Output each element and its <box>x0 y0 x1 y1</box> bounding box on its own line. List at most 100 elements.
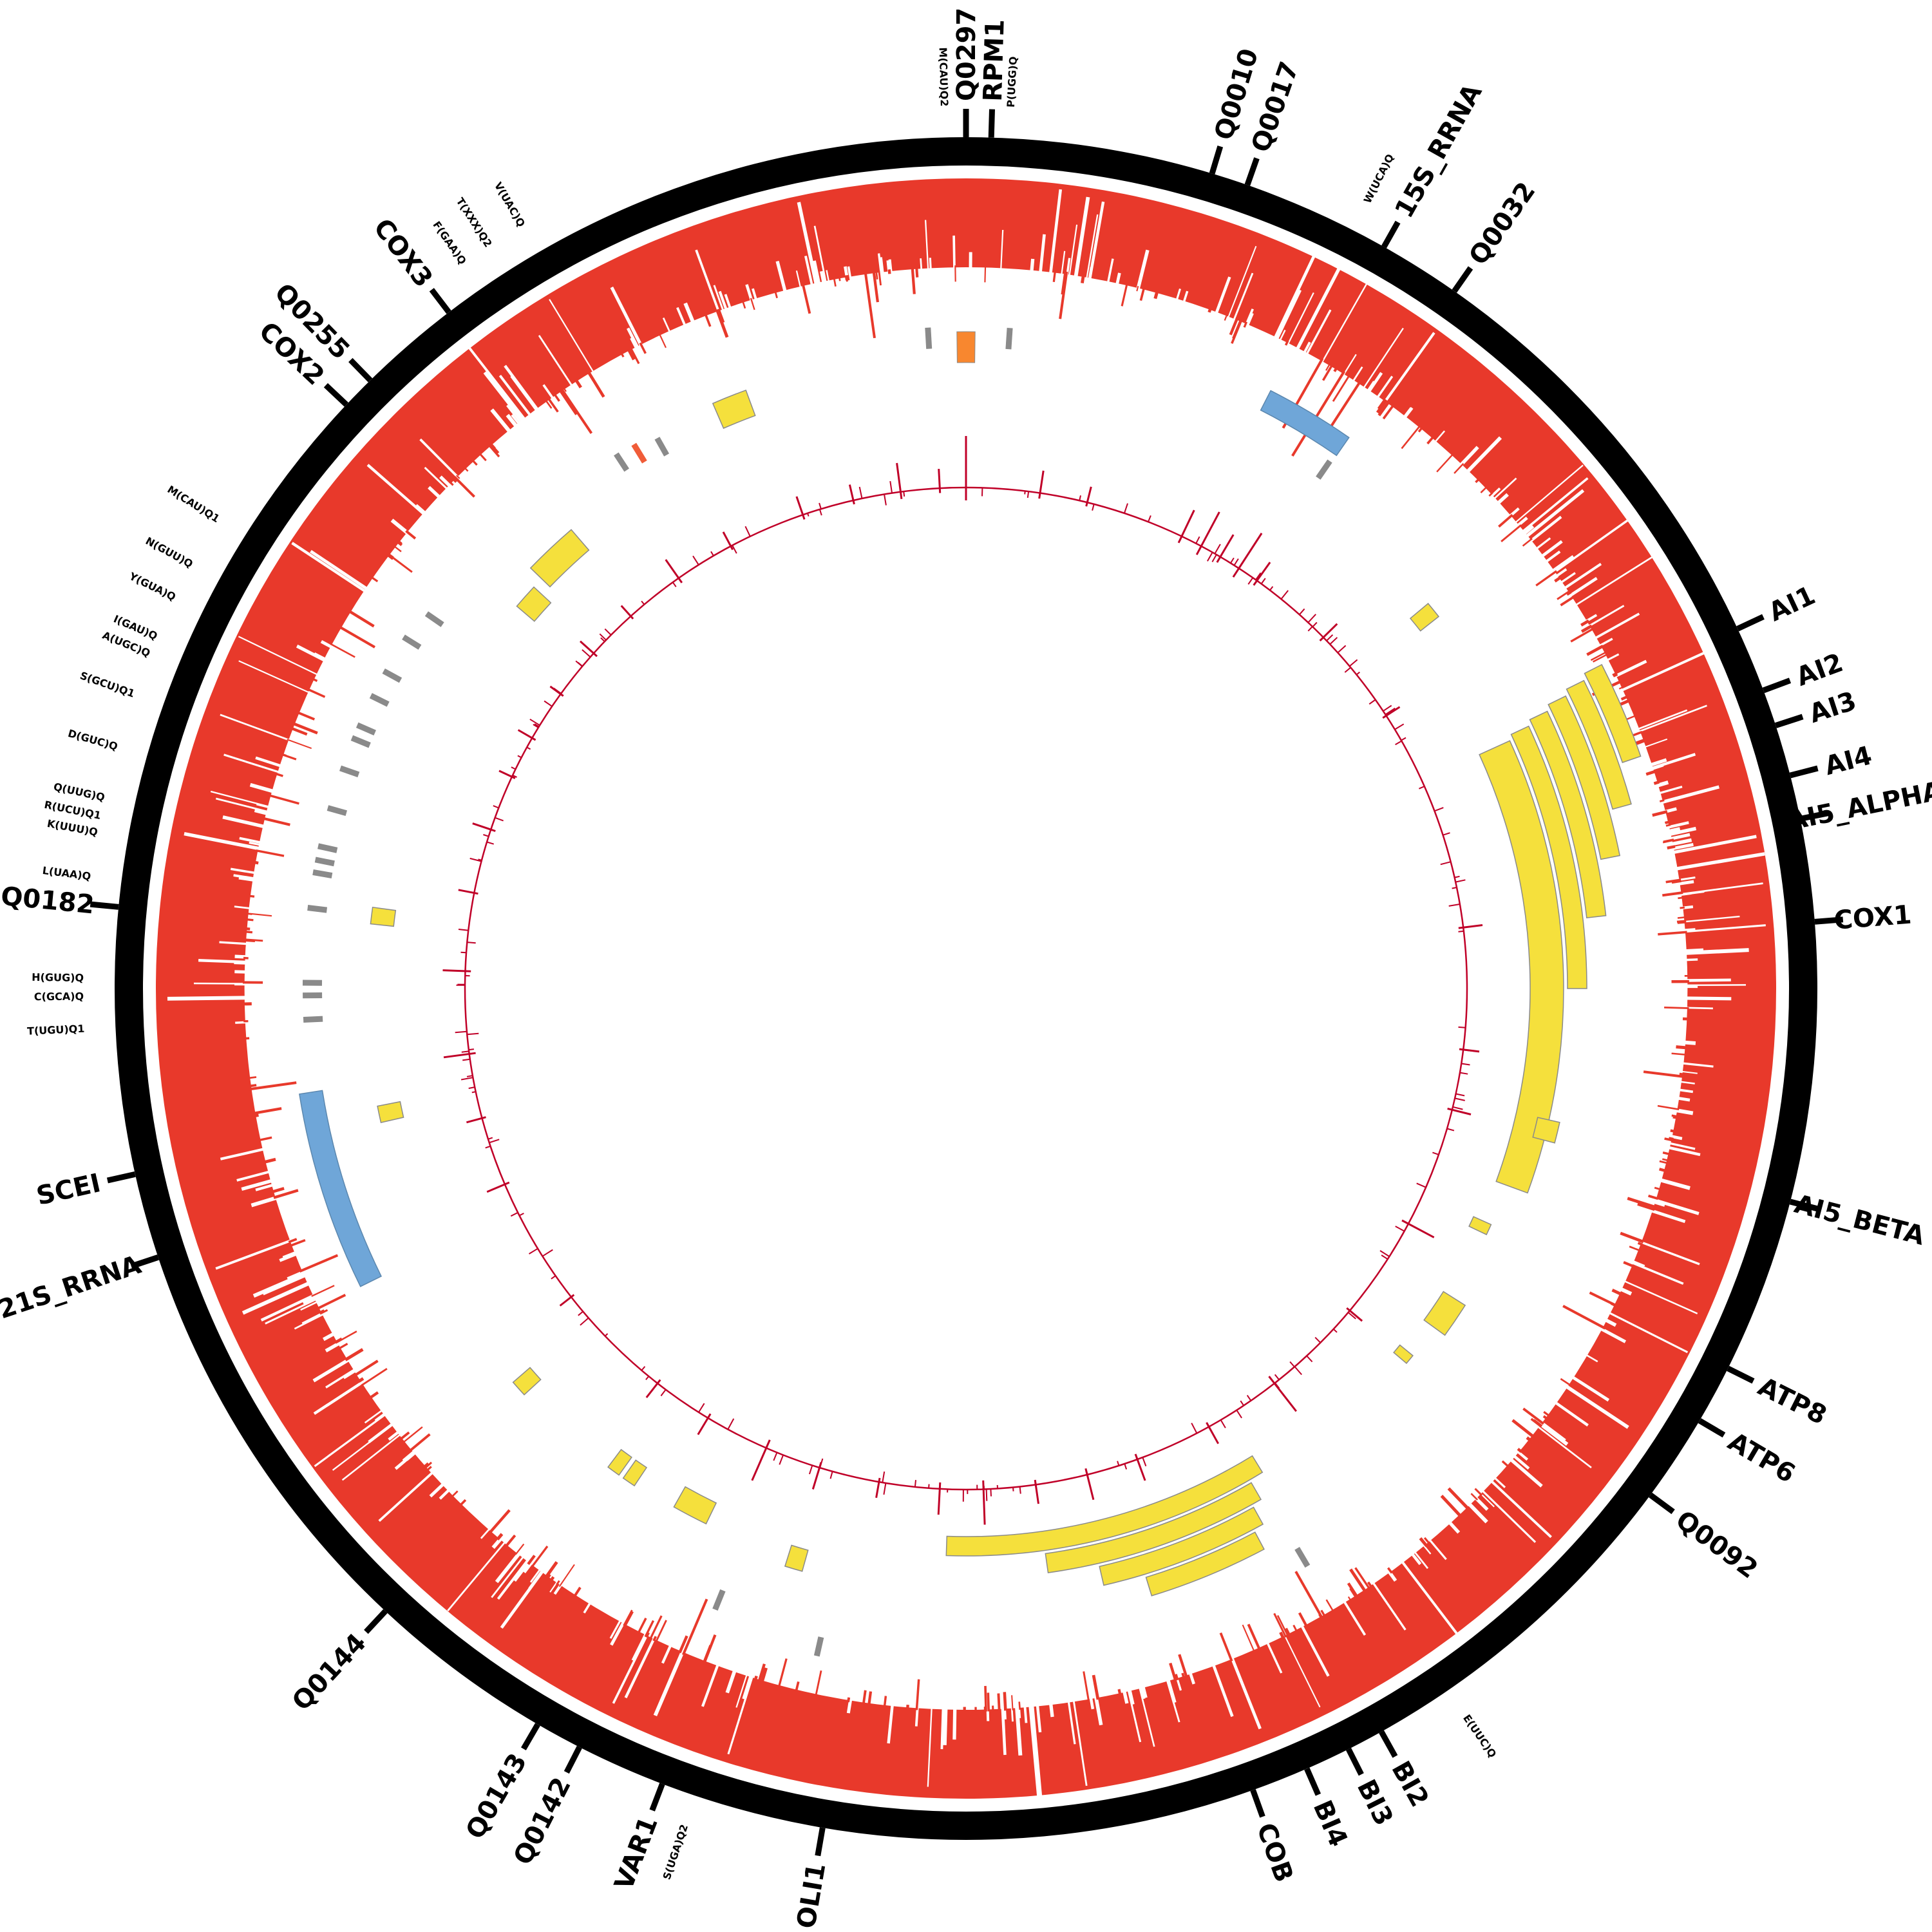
coverage-fringe <box>757 1663 766 1682</box>
gene-tick <box>521 1723 540 1750</box>
inner-spike <box>1268 1376 1297 1412</box>
coverage-notch <box>1672 843 1694 851</box>
inner-minor-tick <box>1123 503 1128 514</box>
coverage-notch <box>235 1021 247 1024</box>
gene-tick <box>1345 1747 1364 1776</box>
coverage-fringe <box>801 283 811 314</box>
coverage-notch <box>439 475 451 488</box>
exon-block <box>512 1367 542 1396</box>
coverage-fringe <box>348 610 375 628</box>
coverage-fringe <box>1586 645 1604 656</box>
inner-spike <box>442 969 471 972</box>
inner-minor-tick <box>489 1139 500 1144</box>
coverage-notch <box>1637 709 1688 730</box>
inner-spike <box>1206 1422 1220 1444</box>
coverage-fringe <box>1662 891 1683 897</box>
coverage-notch <box>1606 653 1620 661</box>
coverage-notch <box>1656 780 1669 788</box>
gene-label: ATP8 <box>1753 1372 1831 1430</box>
inner-minor-tick <box>645 1376 650 1381</box>
coverage-notch <box>1643 738 1668 748</box>
coverage-fringe <box>334 1337 343 1343</box>
coverage-fringe <box>1623 1261 1634 1268</box>
inner-minor-tick <box>529 718 540 726</box>
coverage-notch <box>1387 1570 1397 1582</box>
coverage-fringe <box>1378 401 1390 417</box>
coverage-fringe <box>1522 1407 1544 1425</box>
inner-minor-tick <box>461 1050 469 1053</box>
inner-minor-tick <box>1434 807 1444 812</box>
coverage-fringe <box>658 333 667 348</box>
inner-minor-tick <box>488 1137 493 1140</box>
coverage-fringe <box>1325 1599 1334 1612</box>
coverage-notch <box>1670 1135 1683 1141</box>
coverage-notch <box>826 270 830 282</box>
inner-minor-tick <box>1395 740 1402 746</box>
exon-block <box>370 906 397 927</box>
gene-tick <box>90 901 119 910</box>
inner-spike <box>982 1480 986 1525</box>
gene-tick <box>323 383 348 407</box>
exon-block <box>1423 1291 1466 1336</box>
coverage-notch <box>439 1488 450 1500</box>
coverage-notch <box>302 1295 316 1305</box>
coverage-notch <box>1672 835 1757 855</box>
coverage-notch <box>1600 1327 1627 1343</box>
coverage-fringe <box>1349 1587 1358 1598</box>
gene-label: BI2 <box>1385 1756 1434 1812</box>
coverage-notch <box>1215 276 1231 314</box>
accent-tick <box>631 442 647 464</box>
coverage-notch <box>1434 430 1446 443</box>
feature-tick <box>355 722 376 736</box>
coverage-fringe <box>1665 878 1681 884</box>
coverage-fringe <box>504 1534 516 1548</box>
coverage-notch <box>676 307 687 327</box>
exon-block <box>784 1544 809 1572</box>
inner-spike <box>896 462 903 499</box>
coverage-notch <box>752 288 757 301</box>
coverage-notch <box>538 335 573 386</box>
coverage-notch <box>630 337 638 349</box>
gene-label: COX3 <box>368 213 439 293</box>
inner-minor-tick <box>1347 1312 1356 1320</box>
inner-minor-tick <box>604 1333 609 1337</box>
coverage-fringe <box>1320 1609 1326 1617</box>
inner-minor-tick <box>534 723 540 728</box>
coverage-notch <box>415 504 426 514</box>
coverage-notch <box>506 404 522 424</box>
gene-label: AI1 <box>1765 581 1820 628</box>
coverage-fringe <box>1480 486 1488 494</box>
coverage-fringe <box>1670 1129 1676 1133</box>
coverage-notch <box>513 1560 531 1582</box>
coverage-notch <box>428 486 441 499</box>
gene-tick <box>429 288 451 314</box>
coverage-fringe <box>549 1576 555 1582</box>
coverage-notch <box>775 260 787 292</box>
gene-label: AI5_ALPHA <box>1785 776 1932 837</box>
coverage-notch <box>1653 1198 1700 1215</box>
coverage-notch <box>429 1482 445 1498</box>
coverage-notch <box>1490 1480 1552 1539</box>
gene-label: Q0092 <box>1670 1505 1763 1584</box>
trna-label: H(GUG)Q <box>32 971 84 984</box>
coverage-fringe <box>556 1580 560 1586</box>
coverage-fringe <box>1620 1231 1644 1244</box>
feature-tick <box>312 869 333 879</box>
coverage-fringe <box>402 1426 423 1443</box>
coverage-fringe <box>1018 1701 1021 1710</box>
inner-minor-tick <box>582 649 591 658</box>
coverage-fringe <box>703 1645 712 1663</box>
coverage-notch <box>1466 436 1502 473</box>
gene-tick <box>348 357 373 383</box>
feature-tick <box>317 843 338 853</box>
coverage-fringe <box>1653 781 1660 785</box>
coverage-notch <box>1685 948 1704 952</box>
inner-minor-tick <box>883 1482 887 1495</box>
coverage-fringe <box>335 1331 357 1344</box>
coverage-notch <box>631 1633 647 1661</box>
coverage-notch <box>291 542 366 593</box>
coverage-notch <box>940 1708 945 1750</box>
coverage-fringe <box>1501 1460 1510 1468</box>
inner-spike <box>1319 623 1338 641</box>
coverage-fringe <box>269 794 299 805</box>
